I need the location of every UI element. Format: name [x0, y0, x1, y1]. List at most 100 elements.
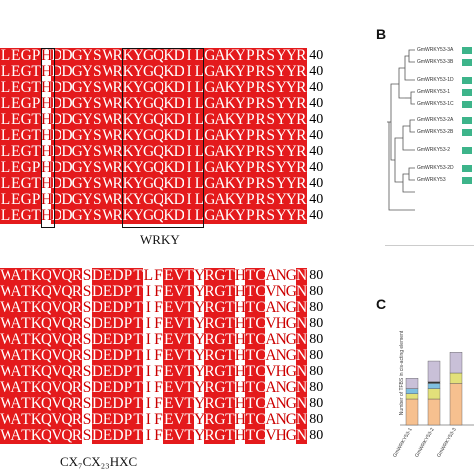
- alignment-bottom-row: CWATKQVQRSDEDPTLFEVTYRGTHTCANGN80: [0, 268, 368, 284]
- residue: F: [153, 283, 164, 300]
- bar-segment: [449, 372, 463, 384]
- residue: W: [0, 283, 15, 300]
- position-number: 40: [309, 48, 324, 63]
- residue: T: [224, 315, 236, 332]
- residue: D: [173, 63, 185, 80]
- tree-leaf-label: GmWRKY53-1: [417, 89, 451, 95]
- residue: T: [132, 411, 144, 428]
- residue: Q: [153, 159, 165, 176]
- residue: G: [71, 207, 83, 224]
- residue: T: [224, 283, 236, 300]
- residue: S: [265, 95, 276, 112]
- residue: D: [173, 127, 185, 144]
- residue: I: [183, 128, 195, 144]
- bar-segment: [449, 352, 463, 374]
- residue: G: [214, 395, 226, 412]
- residue: D: [51, 47, 63, 64]
- residue: D: [61, 207, 73, 224]
- residue: W: [0, 411, 15, 428]
- residue: Y: [194, 283, 206, 300]
- residue: G: [71, 143, 83, 160]
- residue: A: [10, 395, 22, 412]
- residue: L: [194, 47, 205, 64]
- residue: Q: [61, 283, 73, 300]
- residue: Y: [285, 95, 297, 112]
- residue: K: [122, 159, 134, 176]
- residue: G: [214, 299, 226, 316]
- residue: T: [183, 363, 195, 380]
- residue: H: [41, 63, 53, 80]
- residue: S: [265, 63, 276, 80]
- residue: H: [275, 363, 287, 380]
- residue: G: [285, 395, 297, 412]
- residue: A: [214, 143, 226, 160]
- residue: N: [296, 363, 308, 380]
- residue: T: [30, 207, 42, 224]
- position-number: 40: [309, 80, 324, 95]
- position-number: 40: [309, 64, 324, 79]
- residue: D: [173, 191, 185, 208]
- residue: P: [245, 95, 256, 112]
- residue: E: [163, 299, 174, 316]
- residue: Y: [275, 111, 287, 128]
- residue: G: [20, 95, 32, 112]
- residue: R: [71, 411, 83, 428]
- residue: Y: [234, 159, 246, 176]
- residue: G: [143, 111, 155, 128]
- residue: Y: [234, 95, 246, 112]
- residue: P: [245, 175, 256, 192]
- position-number: 80: [309, 316, 324, 331]
- residue: K: [122, 207, 134, 224]
- residue: P: [30, 95, 42, 112]
- residue: D: [112, 427, 124, 444]
- residue: Y: [194, 331, 206, 348]
- residue: R: [204, 379, 215, 396]
- position-number: 80: [309, 332, 324, 347]
- residue: Y: [285, 207, 297, 224]
- residue: K: [30, 267, 42, 284]
- residue: T: [183, 283, 195, 300]
- residue: T: [132, 363, 144, 380]
- residue: L: [194, 191, 205, 208]
- residue: S: [265, 79, 276, 96]
- residue: W: [102, 207, 117, 224]
- residue: D: [92, 347, 104, 364]
- position-number: 40: [309, 144, 324, 159]
- bar-segment: [405, 388, 419, 394]
- residue: Q: [41, 347, 53, 364]
- residue: G: [204, 79, 216, 96]
- residue: T: [132, 427, 144, 444]
- residue: K: [122, 79, 134, 96]
- residue: P: [245, 127, 256, 144]
- residue: P: [122, 315, 134, 332]
- residue: Q: [41, 315, 53, 332]
- residue: L: [194, 175, 205, 192]
- alignment-top-row: LLEGPHDDGYSWRKYGQKDILGAKYPRSYYR40: [0, 192, 368, 208]
- residue: P: [122, 267, 134, 284]
- tree-leaf-label: GmWRKY53: [417, 177, 446, 183]
- residue: R: [204, 363, 215, 380]
- residue: E: [10, 95, 21, 112]
- residue: R: [255, 207, 266, 224]
- residue: R: [296, 191, 307, 208]
- residue: Q: [153, 63, 165, 80]
- residue: Q: [61, 363, 73, 380]
- residue: Q: [153, 47, 165, 64]
- residue: R: [71, 363, 83, 380]
- residue: E: [102, 331, 113, 348]
- residue: Y: [275, 159, 287, 176]
- residue: R: [204, 315, 215, 332]
- residue: G: [143, 143, 155, 160]
- bar-segment: [405, 377, 419, 389]
- residue: H: [41, 191, 53, 208]
- residue: Y: [81, 159, 93, 176]
- residue: Y: [194, 411, 206, 428]
- residue: L: [143, 267, 154, 284]
- residue: H: [41, 175, 53, 192]
- alignment-top-box-gap: [41, 48, 55, 228]
- residue: V: [51, 283, 63, 300]
- position-number: 40: [309, 192, 324, 207]
- position-number: 80: [309, 428, 324, 443]
- residue: G: [204, 47, 216, 64]
- residue: P: [245, 143, 256, 160]
